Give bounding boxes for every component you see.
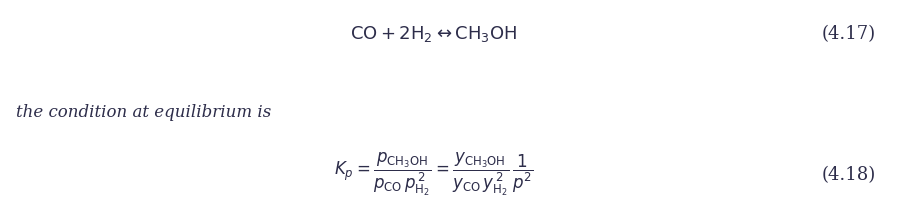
Text: $\mathrm{CO + 2H_2 \leftrightarrow CH_3OH}$: $\mathrm{CO + 2H_2 \leftrightarrow CH_3O… [349,24,517,44]
Text: (4.18): (4.18) [821,166,875,184]
Text: (4.17): (4.17) [821,25,875,43]
Text: $K_p = \dfrac{p_{\mathrm{CH_3OH}}}{p_{\mathrm{CO}}\,p_{\mathrm{H_2}}^{\,2}} = \d: $K_p = \dfrac{p_{\mathrm{CH_3OH}}}{p_{\m… [334,151,532,198]
Text: the condition at equilibrium is: the condition at equilibrium is [16,103,272,121]
